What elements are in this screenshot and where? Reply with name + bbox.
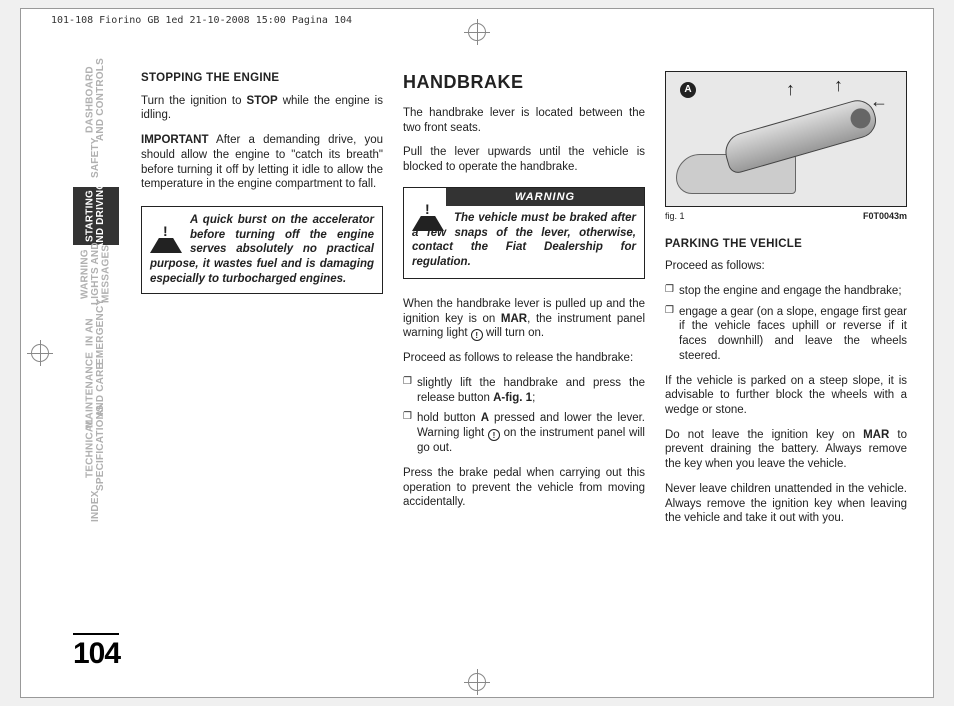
warning-triangle-icon: ! (412, 191, 450, 223)
crop-header: 101-108 Fiorino GB 1ed 21-10-2008 15:00 … (51, 15, 352, 26)
figure-label-a: A (680, 82, 696, 98)
body-text: If the vehicle is parked on a steep slop… (665, 374, 907, 418)
sidebar-tab: DASHBOARD AND CONTROLS (73, 71, 119, 129)
warning-triangle-icon: ! (150, 213, 184, 243)
list-item: engage a gear (on a slope, engage first … (665, 305, 907, 364)
text-bold: MAR (863, 429, 889, 441)
body-text: Press the brake pedal when carrying out … (403, 466, 645, 510)
warning-box: WARNING ! The vehicle must be braked aft… (403, 187, 645, 279)
text-bold: A (481, 412, 489, 424)
text: hold button (417, 412, 481, 424)
handbrake-warning-light-icon: ! (471, 329, 483, 341)
figure-caption: fig. 1 F0T0043m (665, 211, 907, 223)
page-content: DASHBOARD AND CONTROLSSAFETYSTARTING AND… (73, 71, 903, 671)
callout-box: ! A quick burst on the accelerator befor… (141, 206, 383, 294)
sidebar-tab: STARTING AND DRIVING (73, 187, 119, 245)
bullet-list: stop the engine and engage the handbrake… (665, 284, 907, 364)
text-bold: MAR (501, 313, 527, 325)
registration-mark-icon (468, 23, 486, 41)
warning-body: ! The vehicle must be braked after a few… (404, 206, 644, 278)
arrow-icon: ↑ (834, 74, 843, 97)
body-text: When the handbrake lever is pulled up an… (403, 297, 645, 341)
body-text: Turn the ignition to STOP while the engi… (141, 94, 383, 123)
list-item: stop the engine and engage the handbrake… (665, 284, 907, 299)
page-number: 104 (73, 633, 119, 671)
figure-number: fig. 1 (665, 211, 685, 223)
body-text: Do not leave the ignition key on MAR to … (665, 428, 907, 472)
column-1: STOPPING THE ENGINE Turn the ignition to… (141, 71, 383, 671)
body-text: Proceed as follows: (665, 259, 907, 274)
body-text: IMPORTANT After a demanding drive, you s… (141, 133, 383, 192)
columns: STOPPING THE ENGINE Turn the ignition to… (141, 71, 907, 671)
registration-mark-icon (468, 673, 486, 691)
body-text: The handbrake lever is located between t… (403, 106, 645, 135)
warning-title: WARNING (446, 188, 644, 206)
list-item: hold button A pressed and lower the leve… (403, 411, 645, 455)
figure-handbrake: A ↑ ↑ ← (665, 71, 907, 207)
body-text: Pull the lever upwards until the vehicle… (403, 145, 645, 174)
text: Do not leave the ignition key on (665, 429, 863, 441)
heading-stopping-engine: STOPPING THE ENGINE (141, 71, 383, 86)
bullet-list: slightly lift the handbrake and press th… (403, 376, 645, 456)
heading-parking: PARKING THE VEHICLE (665, 237, 907, 252)
sidebar-tab: TECHNICAL SPECIFICATIONS (73, 419, 119, 477)
sidebar-tab: WARNING LIGHTS AND MESSAGES (73, 245, 119, 303)
sidebar-tab: SAFETY (73, 129, 119, 187)
text-bold: IMPORTANT (141, 134, 209, 146)
body-text: Proceed as follows to release the handbr… (403, 351, 645, 366)
registration-mark-icon (31, 344, 49, 362)
handbrake-lever-shape (721, 96, 880, 175)
sidebar-tabs: DASHBOARD AND CONTROLSSAFETYSTARTING AND… (73, 71, 119, 671)
page: 101-108 Fiorino GB 1ed 21-10-2008 15:00 … (20, 8, 934, 698)
text-bold: A-fig. 1 (493, 392, 532, 404)
handbrake-warning-light-icon: ! (488, 429, 500, 441)
text: Turn the ignition to (141, 95, 247, 107)
arrow-icon: ← (870, 90, 888, 113)
arrow-icon: ↑ (786, 78, 795, 101)
heading-handbrake: HANDBRAKE (403, 71, 645, 94)
list-item: slightly lift the handbrake and press th… (403, 376, 645, 405)
sidebar-tab: INDEX (73, 477, 119, 535)
text-bold: STOP (247, 95, 278, 107)
body-text: Never leave children unattended in the v… (665, 482, 907, 526)
column-2: HANDBRAKE The handbrake lever is located… (403, 71, 645, 671)
text: will turn on. (483, 327, 544, 339)
figure-code: F0T0043m (863, 211, 907, 223)
column-3: A ↑ ↑ ← fig. 1 F0T0043m PARKING THE VEHI… (665, 71, 907, 671)
text: ; (532, 392, 535, 404)
